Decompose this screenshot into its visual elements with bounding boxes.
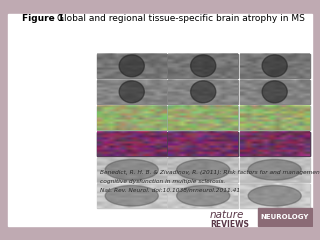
Text: Global and regional tissue-specific brain atrophy in MS: Global and regional tissue-specific brai… [57, 14, 305, 23]
Ellipse shape [248, 186, 301, 206]
Bar [168, 106, 238, 130]
Bar [240, 106, 309, 130]
Text: REVIEWS: REVIEWS [210, 220, 249, 229]
Bar [97, 132, 167, 156]
Ellipse shape [119, 55, 144, 77]
Bar [97, 106, 167, 130]
Ellipse shape [262, 55, 287, 77]
Bar [168, 80, 238, 104]
Text: Benedict, R. H. B. & Zivadinov, R. (2011): Risk factors for and management of: Benedict, R. H. B. & Zivadinov, R. (2011… [100, 170, 320, 175]
Ellipse shape [177, 160, 230, 180]
Bar [97, 132, 167, 156]
Bar [97, 158, 167, 182]
Text: Figure 1: Figure 1 [22, 14, 64, 23]
Bar [258, 208, 312, 226]
Ellipse shape [191, 55, 216, 77]
Ellipse shape [119, 81, 144, 103]
Bar [8, 14, 312, 226]
Bar [240, 158, 309, 182]
Text: nature: nature [210, 210, 244, 220]
Bar [97, 80, 167, 104]
Ellipse shape [248, 160, 301, 180]
Bar [168, 184, 238, 208]
Bar [240, 54, 309, 78]
Ellipse shape [177, 186, 230, 206]
Ellipse shape [105, 186, 158, 206]
Bar [97, 54, 167, 78]
Bar [240, 80, 309, 104]
Text: Nat. Rev. Neurol. doi:10.1038/nrneurol.2011.41: Nat. Rev. Neurol. doi:10.1038/nrneurol.2… [100, 188, 240, 193]
Bar [168, 158, 238, 182]
Bar [97, 106, 167, 130]
Text: cognitive dysfunction in multiple sclerosis.: cognitive dysfunction in multiple sclero… [100, 179, 225, 184]
Bar [97, 184, 167, 208]
Ellipse shape [262, 81, 287, 103]
Bar [240, 184, 309, 208]
Text: NEUROLOGY: NEUROLOGY [261, 214, 309, 220]
Bar [168, 132, 238, 156]
Bar [240, 106, 309, 130]
Bar [240, 132, 309, 156]
Bar [168, 132, 238, 156]
Ellipse shape [191, 81, 216, 103]
Bar [168, 54, 238, 78]
Bar [240, 132, 309, 156]
Ellipse shape [105, 160, 158, 180]
Bar [168, 106, 238, 130]
